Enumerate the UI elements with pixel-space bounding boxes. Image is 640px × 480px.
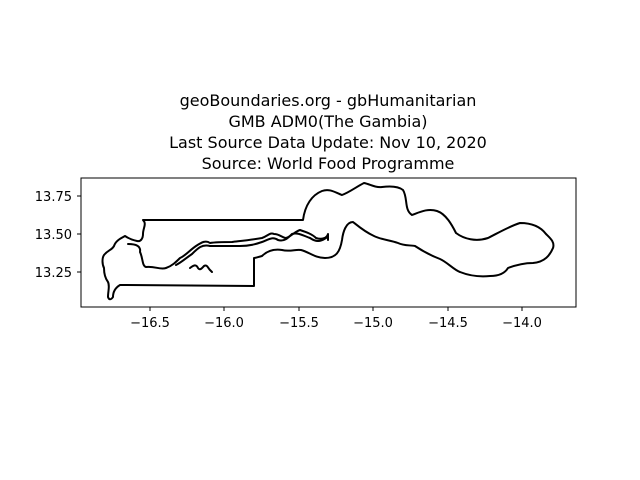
estuary-contour — [175, 232, 327, 266]
x-tick-label: −15.5 — [279, 316, 319, 331]
creek-contour — [189, 264, 213, 273]
x-tick-label: −16.5 — [130, 316, 170, 331]
y-tick-label: 13.25 — [35, 266, 72, 281]
map-title: geoBoundaries.org - gbHumanitarian GMB A… — [0, 90, 640, 174]
river-contour — [127, 229, 329, 270]
title-line-3: Last Source Data Update: Nov 10, 2020 — [169, 133, 487, 152]
x-tick-label: −16.0 — [204, 316, 244, 331]
y-axis: 13.75 13.50 13.25 — [35, 190, 81, 281]
x-axis: −16.5 −16.0 −15.5 −15.0 −14.5 −14.0 — [130, 307, 542, 331]
country-outline — [101, 182, 555, 301]
y-tick-label: 13.75 — [35, 190, 72, 205]
title-line-2: GMB ADM0(The Gambia) — [228, 112, 428, 131]
axes-frame — [80, 177, 577, 308]
y-tick-label: 13.50 — [35, 228, 72, 243]
title-line-4: Source: World Food Programme — [201, 154, 455, 173]
x-tick-label: −14.0 — [502, 316, 542, 331]
x-tick-label: −14.5 — [428, 316, 468, 331]
x-tick-label: −15.0 — [353, 316, 393, 331]
title-line-1: geoBoundaries.org - gbHumanitarian — [179, 91, 477, 110]
